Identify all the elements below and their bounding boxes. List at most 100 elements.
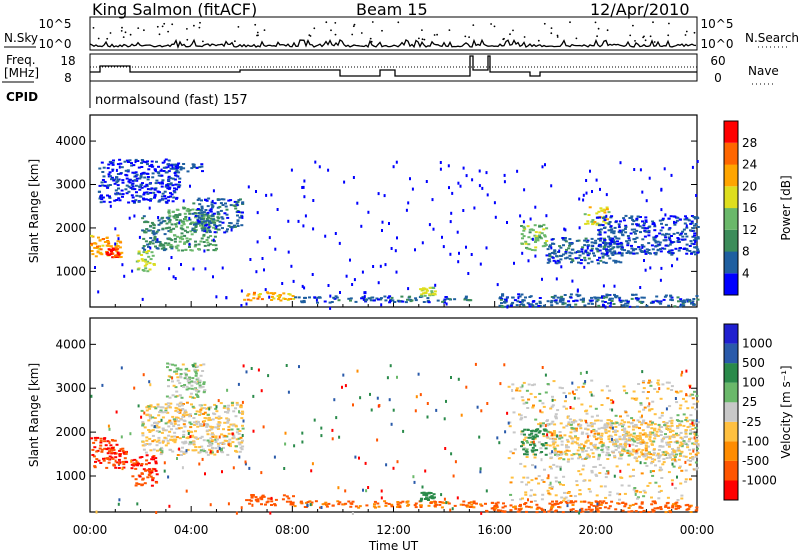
velocity-cell bbox=[161, 411, 165, 414]
velocity-cell bbox=[519, 386, 523, 389]
power-noise bbox=[582, 193, 585, 197]
power-cell bbox=[570, 306, 574, 308]
power-cell bbox=[621, 234, 625, 237]
power-cell bbox=[501, 306, 505, 309]
velocity-cell bbox=[179, 401, 183, 404]
velocity-cell bbox=[575, 452, 579, 455]
nsearch-dot bbox=[644, 39, 647, 42]
power-cell bbox=[208, 220, 211, 223]
power-cell bbox=[199, 218, 203, 221]
velocity-cell bbox=[632, 432, 636, 435]
velocity-cell bbox=[577, 457, 581, 460]
velocity-cell bbox=[638, 432, 642, 435]
velocity-cell bbox=[172, 384, 176, 387]
velocity-cell bbox=[679, 390, 683, 393]
velocity-cell bbox=[132, 462, 136, 465]
power-cell bbox=[545, 240, 549, 242]
velocity-cell bbox=[232, 434, 236, 437]
velocity-cell bbox=[663, 424, 667, 427]
velocity-noise bbox=[671, 462, 674, 466]
velocity-cell bbox=[99, 444, 103, 447]
power-cell bbox=[690, 215, 694, 217]
power-cell bbox=[152, 227, 156, 229]
velocity-cell bbox=[209, 437, 213, 440]
velocity-cell bbox=[646, 456, 650, 459]
velocity-noise bbox=[498, 441, 501, 445]
velocity-cell bbox=[231, 424, 235, 427]
power-cell bbox=[568, 257, 572, 260]
velocity-cell bbox=[674, 507, 678, 510]
velocity-cell bbox=[686, 459, 690, 462]
velocity-cell bbox=[581, 468, 585, 471]
velocity-noise bbox=[611, 437, 613, 441]
velocity-cell bbox=[206, 413, 210, 416]
velocity-cell bbox=[213, 413, 217, 416]
velocity-cell bbox=[147, 429, 151, 431]
power-cell bbox=[200, 207, 204, 210]
velocity-cell bbox=[550, 503, 554, 506]
power-cell bbox=[655, 295, 659, 298]
power-cell bbox=[189, 230, 193, 233]
velocity-cell bbox=[645, 441, 649, 444]
velocity-cell bbox=[688, 463, 692, 466]
velocity-noise bbox=[496, 436, 499, 440]
velocity-cell bbox=[634, 445, 638, 447]
velocity-cell bbox=[227, 428, 231, 431]
power-cell bbox=[620, 246, 624, 249]
velocity-cell bbox=[695, 506, 699, 509]
velocity-cell bbox=[689, 511, 693, 513]
power-cell bbox=[548, 260, 552, 263]
power-cell bbox=[203, 230, 207, 233]
velocity-cell bbox=[664, 505, 668, 508]
power-cell bbox=[548, 252, 552, 255]
power-noise bbox=[211, 199, 214, 203]
velocity-cell bbox=[525, 450, 529, 453]
velocity-noise bbox=[551, 433, 554, 437]
power-cell bbox=[670, 249, 674, 252]
velocity-cell bbox=[190, 387, 194, 390]
velocity-cell bbox=[522, 476, 526, 479]
velocity-cell bbox=[677, 458, 681, 461]
velocity-cell bbox=[619, 476, 623, 479]
power-cell bbox=[586, 262, 590, 265]
velocity-colorbar-tick: -100 bbox=[742, 434, 769, 448]
power-cell bbox=[608, 297, 612, 300]
power-noise bbox=[123, 274, 126, 278]
velocity-cell bbox=[274, 498, 278, 501]
power-noise bbox=[212, 275, 214, 279]
velocity-cell bbox=[635, 426, 639, 429]
power-cell bbox=[612, 259, 616, 262]
power-cell bbox=[679, 232, 683, 235]
power-cell bbox=[190, 249, 194, 252]
velocity-cell bbox=[598, 500, 602, 503]
nsearch-dot bbox=[502, 38, 505, 41]
velocity-cell bbox=[647, 451, 651, 454]
power-cell bbox=[652, 236, 656, 239]
power-cell bbox=[115, 250, 119, 253]
velocity-cell bbox=[551, 440, 555, 443]
power-cell bbox=[521, 299, 525, 302]
velocity-cell bbox=[622, 450, 626, 453]
nsearch-dot bbox=[436, 33, 438, 36]
nsearch-dot bbox=[594, 21, 597, 24]
power-cell bbox=[207, 226, 211, 229]
nsearch-dot bbox=[137, 27, 140, 29]
velocity-cell bbox=[98, 447, 102, 450]
power-cell bbox=[685, 249, 689, 252]
power-cell bbox=[420, 293, 424, 296]
velocity-cell bbox=[174, 406, 178, 409]
power-cell bbox=[278, 294, 282, 296]
velocity-cell bbox=[689, 429, 693, 432]
power-cell bbox=[90, 250, 94, 252]
velocity-cell bbox=[606, 448, 610, 451]
velocity-cell bbox=[558, 431, 562, 433]
power-cell bbox=[510, 303, 514, 306]
power-cell bbox=[608, 250, 612, 253]
power-cell bbox=[152, 233, 156, 236]
velocity-cell bbox=[114, 456, 118, 459]
power-cell bbox=[629, 251, 633, 254]
power-cell bbox=[625, 299, 628, 302]
velocity-cell bbox=[205, 425, 209, 428]
velocity-cell bbox=[472, 500, 476, 503]
power-noise bbox=[641, 245, 644, 249]
